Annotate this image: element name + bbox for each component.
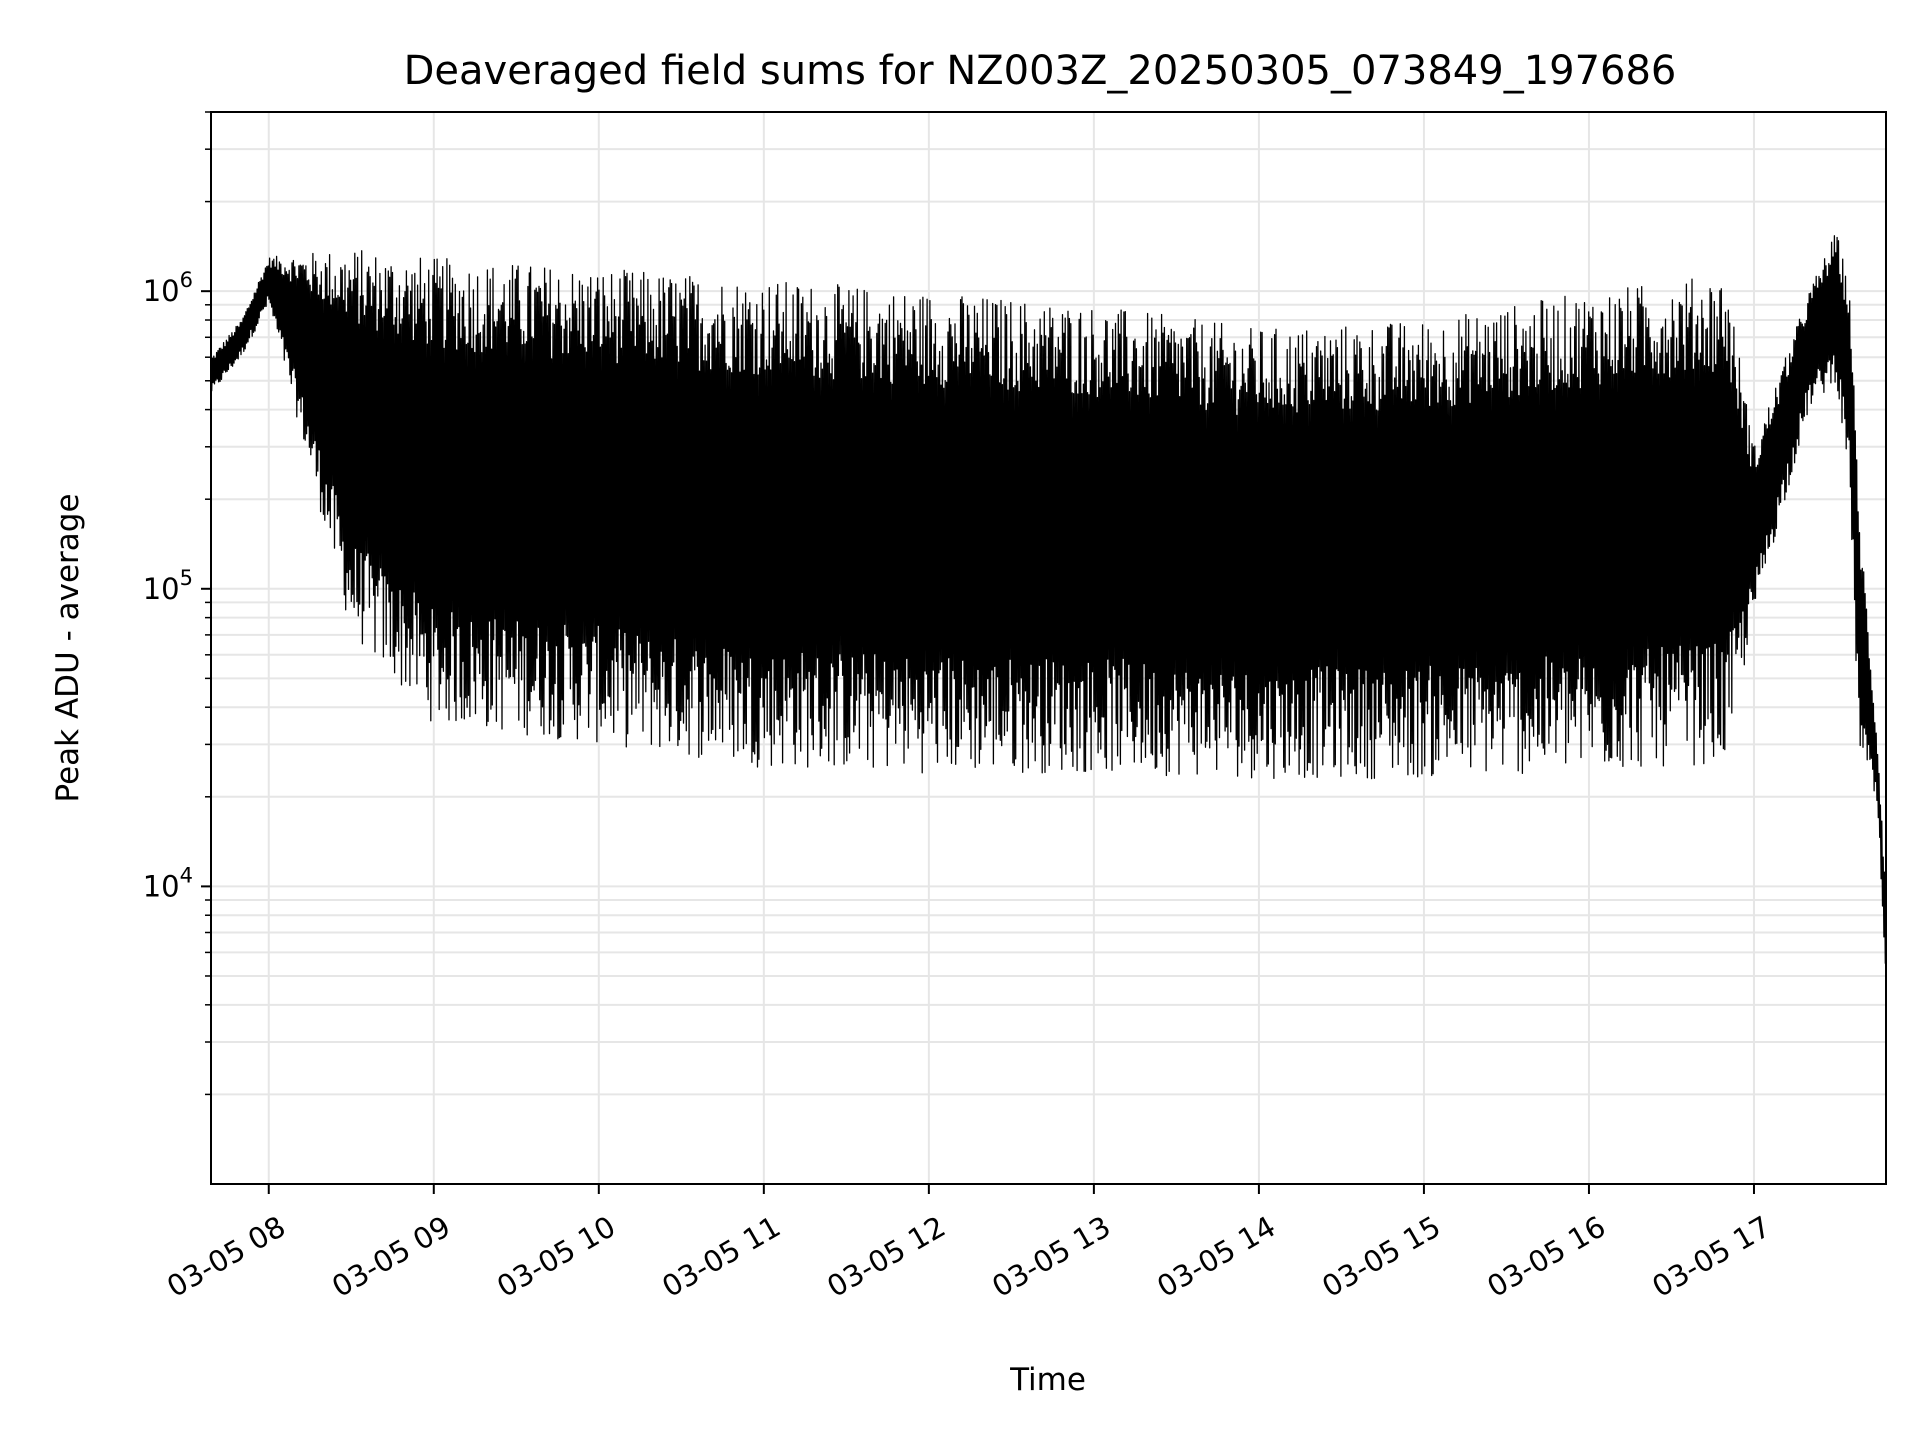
x-axis-label: Time (1009, 1362, 1086, 1398)
chart-title: Deaveraged field sums for NZ003Z_2025030… (404, 48, 1677, 94)
y-axis-label: Peak ADU - average (50, 493, 86, 802)
series-layer (210, 235, 1887, 964)
series-line (210, 235, 1887, 964)
plot-frame (210, 111, 1887, 1185)
